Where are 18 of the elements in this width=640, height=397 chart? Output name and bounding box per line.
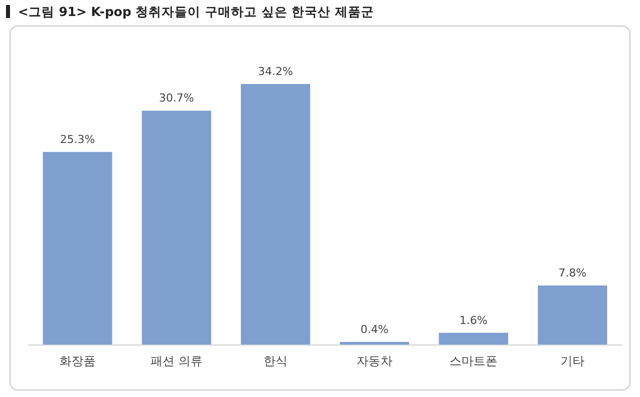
- x-tick-label: 패션 의류: [150, 354, 202, 368]
- bar: [538, 285, 608, 345]
- data-label: 7.8%: [558, 266, 586, 280]
- x-tick-label: 한식: [264, 354, 288, 368]
- data-label: 30.7%: [159, 92, 194, 105]
- chart-title: <그림 91> K-pop 청취자들이 구매하고 싶은 한국산 제품군: [18, 4, 374, 19]
- data-label: 1.6%: [460, 314, 488, 327]
- data-label: 25.3%: [60, 132, 95, 146]
- x-tick-label: 스마트폰: [450, 354, 498, 368]
- bar: [42, 152, 112, 345]
- bar: [438, 332, 508, 345]
- x-tick-label: 자동차: [356, 354, 392, 368]
- bar: [240, 84, 310, 345]
- data-label: 0.4%: [360, 322, 388, 336]
- x-tick-label: 기타: [560, 354, 584, 368]
- data-label: 34.2%: [258, 65, 293, 78]
- x-tick-label: 화장품: [60, 354, 96, 368]
- bar: [142, 110, 212, 345]
